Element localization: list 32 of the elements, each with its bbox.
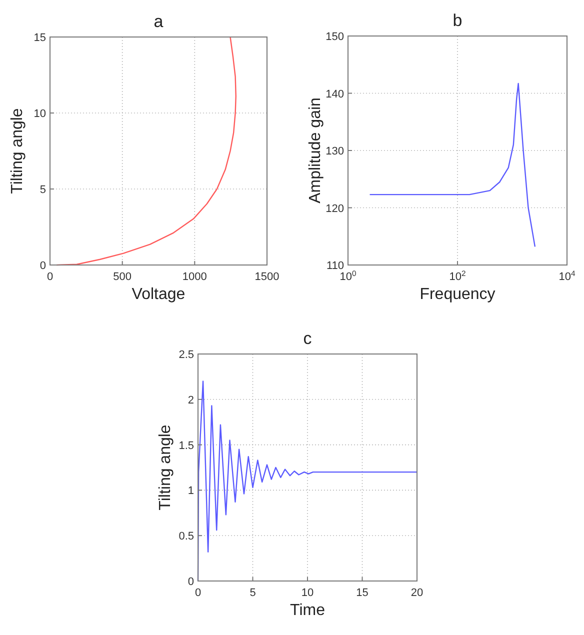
x-axis-title: Frequency [420, 286, 496, 303]
y-tick-label: 130 [326, 146, 344, 158]
x-tick-label: 500 [113, 271, 132, 283]
y-tick-label: 0 [40, 260, 46, 272]
y-axis-title: Amplitude gain [307, 98, 324, 204]
x-tick-label: 10$^{2}$ [449, 268, 466, 283]
chart-title: b [452, 11, 462, 30]
y-axis-title: Tilting angle [157, 424, 174, 510]
y-tick-label: 10 [34, 108, 46, 120]
y-tick-label: 1 [188, 485, 194, 498]
x-tick-label: 1500 [254, 271, 280, 283]
x-tick-label: 10$^{4}$ [558, 268, 576, 283]
chart-title: a [154, 12, 164, 31]
y-tick-label: 2.5 [178, 349, 194, 361]
x-tick-label: 5 [250, 587, 256, 599]
x-axis-title: Voltage [132, 286, 186, 303]
y-tick-label: 5 [40, 184, 46, 196]
y-tick-label: 120 [326, 202, 344, 215]
y-tick-label: 0.5 [178, 530, 194, 543]
y-tick-label: 140 [326, 88, 344, 100]
x-tick-label: 1000 [182, 271, 207, 283]
y-tick-label: 1.5 [178, 440, 194, 452]
x-tick-label: 10 [301, 587, 314, 599]
y-tick-label: 15 [34, 32, 46, 44]
x-tick-label: 20 [410, 587, 424, 599]
x-tick-label: 15 [356, 587, 368, 599]
y-tick-label: 150 [326, 31, 344, 43]
y-tick-label: 2 [188, 394, 194, 406]
x-axis-title: Time [290, 602, 326, 619]
y-tick-label: 0 [188, 576, 194, 588]
chart-title: c [303, 329, 312, 348]
y-axis-title: Tilting angle [9, 108, 26, 194]
